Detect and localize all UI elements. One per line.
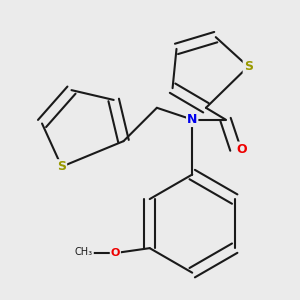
- Text: CH₃: CH₃: [75, 247, 93, 257]
- Text: S: S: [244, 60, 253, 73]
- Text: O: O: [236, 142, 247, 155]
- Text: S: S: [57, 160, 66, 173]
- Text: O: O: [111, 248, 120, 258]
- Text: N: N: [187, 113, 197, 126]
